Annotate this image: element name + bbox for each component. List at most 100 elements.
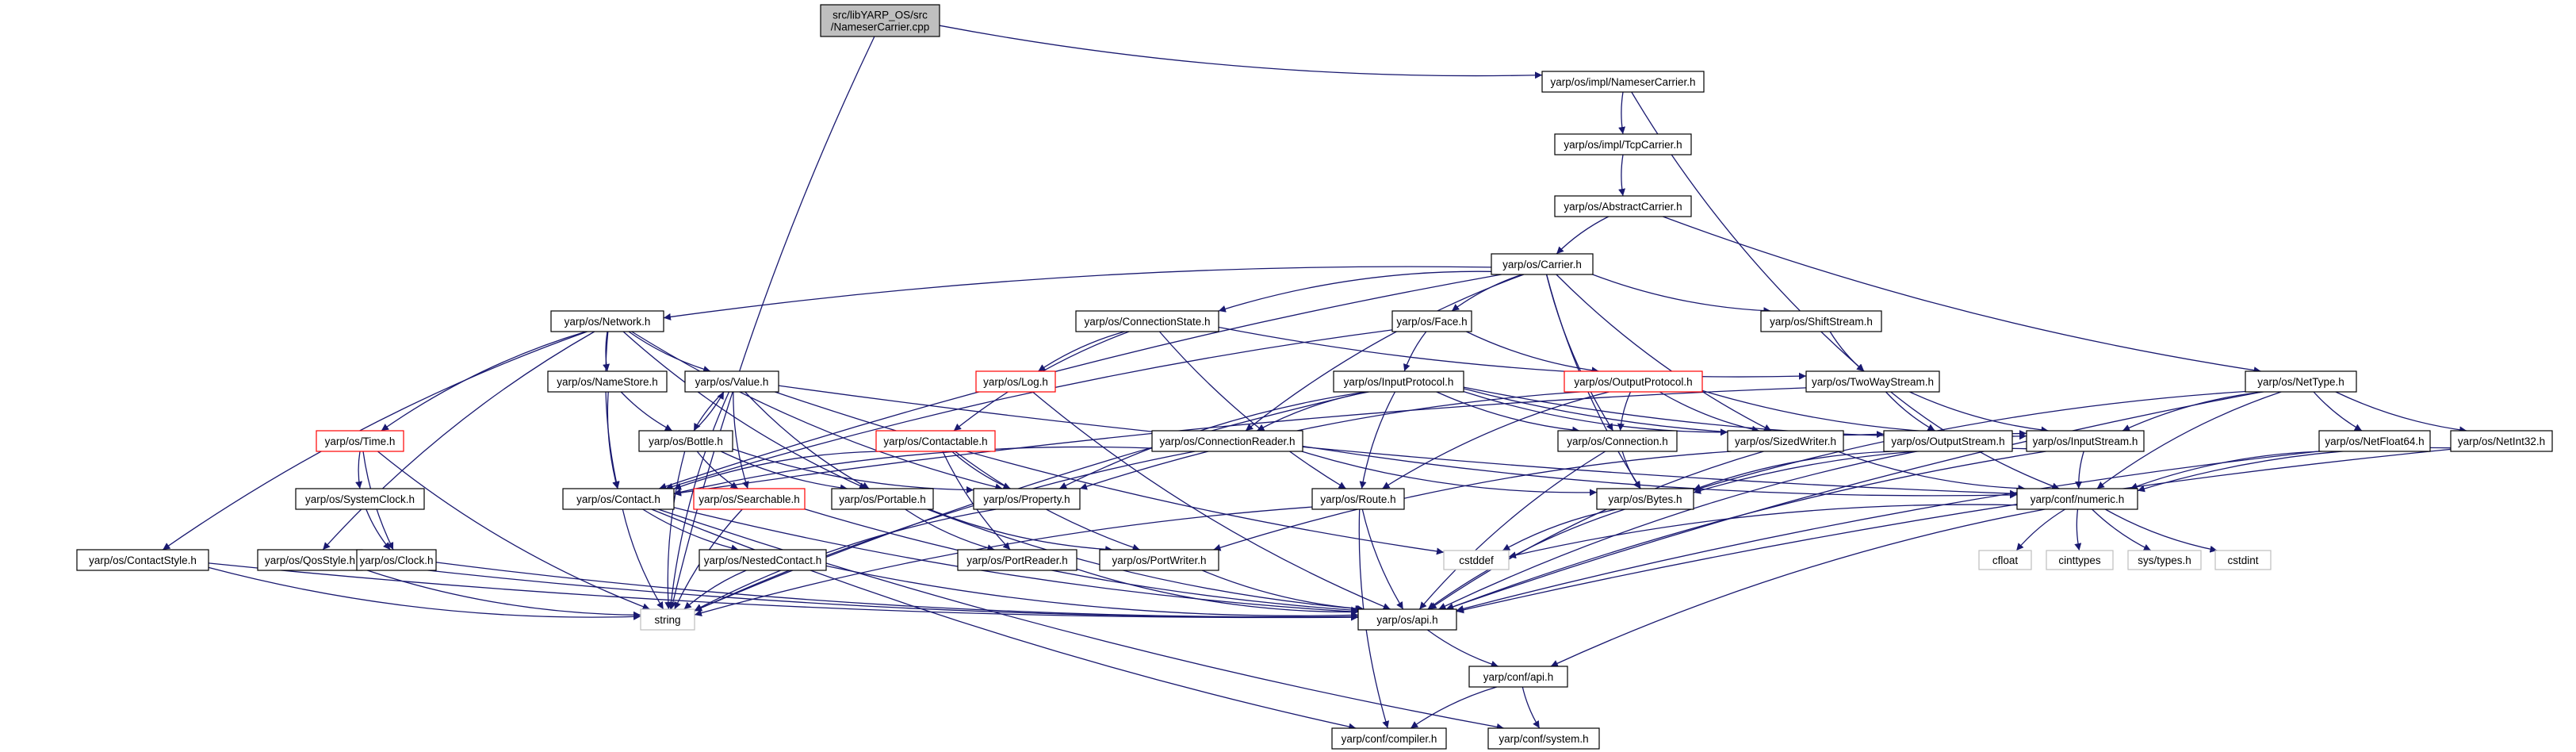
dependency-edge (1659, 391, 1759, 433)
file-node-outputstream[interactable]: yarp/os/OutputStream.h (1883, 430, 2013, 452)
dependency-edge (1410, 686, 1497, 729)
file-node-route[interactable]: yarp/os/Route.h (1311, 488, 1405, 510)
dependency-edge (603, 331, 611, 372)
file-node-box (1075, 310, 1219, 332)
file-node-box (640, 608, 695, 631)
dependency-edge (1701, 389, 2027, 438)
file-node-box (699, 549, 827, 571)
file-node-outputprotocol[interactable]: yarp/os/OutputProtocol.h (1564, 370, 1703, 393)
file-node-box (1760, 310, 1882, 332)
file-node-network[interactable]: yarp/os/Network.h (550, 310, 664, 332)
file-nodes: src/libYARP_OS/src/NameserCarrier.cppyar… (76, 4, 2553, 750)
file-node-connection[interactable]: yarp/os/Connection.h (1557, 430, 1678, 452)
file-node-netfloat64[interactable]: yarp/os/NetFloat64.h (2318, 430, 2431, 452)
file-node-carrier[interactable]: yarp/os/Carrier.h (1491, 253, 1594, 275)
file-node-box (1883, 430, 2013, 452)
file-node-portable[interactable]: yarp/os/Portable.h (831, 488, 934, 510)
file-node-cfloat: cfloat (1978, 550, 2032, 570)
file-node-shiftstream[interactable]: yarp/os/ShiftStream.h (1760, 310, 1882, 332)
dependency-edge (1076, 568, 1359, 616)
file-node-compiler[interactable]: yarp/conf/compiler.h (1331, 727, 1447, 750)
file-node-bottle[interactable]: yarp/os/Bottle.h (638, 430, 733, 452)
file-node-portwriter[interactable]: yarp/os/PortWriter.h (1099, 549, 1219, 571)
file-node-contact[interactable]: yarp/os/Contact.h (562, 488, 675, 510)
file-node-value[interactable]: yarp/os/Value.h (684, 370, 779, 393)
file-node-label: yarp/conf/api.h (1483, 671, 1554, 683)
dependency-edge (2075, 451, 2084, 489)
file-node-box (1805, 370, 1940, 393)
dependency-edge (620, 391, 673, 432)
file-node-contactstyle[interactable]: yarp/os/ContactStyle.h (76, 549, 209, 571)
file-node-inputprotocol[interactable]: yarp/os/InputProtocol.h (1333, 370, 1464, 393)
dependency-edge (2092, 508, 2152, 551)
file-node-box (638, 430, 733, 452)
file-node-nettype[interactable]: yarp/os/NetType.h (2245, 370, 2357, 393)
dependency-edge (694, 508, 997, 612)
file-node-portreader[interactable]: yarp/os/PortReader.h (957, 549, 1077, 571)
file-node-inputstream[interactable]: yarp/os/InputStream.h (2026, 430, 2145, 452)
file-node-label: yarp/os/ConnectionReader.h (1159, 435, 1295, 447)
file-node-label: yarp/os/OutputStream.h (1891, 435, 2004, 447)
file-node-time[interactable]: yarp/os/Time.h (316, 430, 404, 452)
dependency-edge (1361, 508, 1404, 610)
file-node-namestore[interactable]: yarp/os/NameStore.h (547, 370, 668, 393)
file-node-searchable[interactable]: yarp/os/Searchable.h (693, 488, 806, 510)
file-node-label: yarp/os/NameStore.h (557, 376, 658, 388)
file-node-connectionstate[interactable]: yarp/os/ConnectionState.h (1075, 310, 1219, 332)
dependency-edge (208, 562, 1359, 621)
file-node-contactable[interactable]: yarp/os/Contactable.h (875, 430, 996, 452)
dependency-edge (2313, 391, 2363, 432)
file-node-sizedwriter[interactable]: yarp/os/SizedWriter.h (1727, 430, 1844, 452)
file-node-box (1333, 370, 1464, 393)
file-node-clock[interactable]: yarp/os/Clock.h (356, 549, 437, 571)
dependency-edge (694, 451, 1196, 612)
dependency-edge (1257, 391, 1369, 432)
file-node-label: yarp/os/Network.h (565, 316, 651, 328)
file-node-osapi[interactable]: yarp/os/api.h (1357, 608, 1457, 631)
file-node-label: yarp/conf/numeric.h (2031, 493, 2125, 505)
file-node-box (295, 488, 425, 510)
file-node-box (1541, 71, 1705, 93)
file-node-face[interactable]: yarp/os/Face.h (1391, 310, 1472, 332)
file-node-systemclock[interactable]: yarp/os/SystemClock.h (295, 488, 425, 510)
dependency-edge (1502, 508, 1617, 551)
file-node-netint32[interactable]: yarp/os/NetInt32.h (2450, 430, 2553, 452)
file-node-system[interactable]: yarp/conf/system.h (1487, 727, 1600, 750)
dependency-edge (657, 508, 1504, 731)
file-node-label: /NameserCarrier.cpp (831, 21, 930, 33)
file-node-label: yarp/os/InputStream.h (2033, 435, 2138, 447)
dependency-edge (1663, 216, 2261, 374)
file-node-label: yarp/os/Route.h (1320, 493, 1395, 505)
file-node-box (1468, 666, 1568, 688)
file-node-label: yarp/os/Contactable.h (883, 435, 987, 447)
file-node-nestedcontact[interactable]: yarp/os/NestedContact.h (699, 549, 827, 571)
dependency-edge (1556, 216, 1610, 255)
file-node-string: string (640, 608, 695, 631)
file-node-box (2026, 430, 2145, 452)
file-node-connectionreader[interactable]: yarp/os/ConnectionReader.h (1151, 430, 1303, 452)
file-node-box (2016, 488, 2138, 510)
file-node-cstdint: cstdint (2214, 550, 2272, 570)
file-node-label: yarp/os/Property.h (983, 493, 1070, 505)
dependency-edge (1445, 391, 2263, 611)
file-node-label: yarp/os/NestedContact.h (704, 554, 822, 566)
dependency-edge (2104, 508, 2218, 553)
file-node-confnumeric[interactable]: yarp/conf/numeric.h (2016, 488, 2138, 510)
file-node-box (975, 370, 1056, 393)
file-node-qosstyle[interactable]: yarp/os/QosStyle.h (257, 549, 363, 571)
file-node-abstractcarrier[interactable]: yarp/os/AbstractCarrier.h (1554, 195, 1692, 217)
file-node-bytes[interactable]: yarp/os/Bytes.h (1596, 488, 1694, 510)
dependency-edge (377, 451, 650, 610)
dependency-edge (1456, 451, 2320, 612)
file-node-log[interactable]: yarp/os/Log.h (975, 370, 1056, 393)
file-node-box (1557, 430, 1678, 452)
file-node-confapi[interactable]: yarp/conf/api.h (1468, 666, 1568, 688)
file-node-box (1554, 133, 1692, 155)
dependency-edge (1909, 391, 2049, 434)
dependency-edge (1508, 504, 2018, 559)
file-node-property[interactable]: yarp/os/Property.h (973, 488, 1081, 510)
file-node-twowaystream[interactable]: yarp/os/TwoWayStream.h (1805, 370, 1940, 393)
file-node-label: yarp/os/SizedWriter.h (1735, 435, 1836, 447)
file-node-tcpcarrier[interactable]: yarp/os/impl/TcpCarrier.h (1554, 133, 1692, 155)
file-node-namesercarrier[interactable]: yarp/os/impl/NameserCarrier.h (1541, 71, 1705, 93)
